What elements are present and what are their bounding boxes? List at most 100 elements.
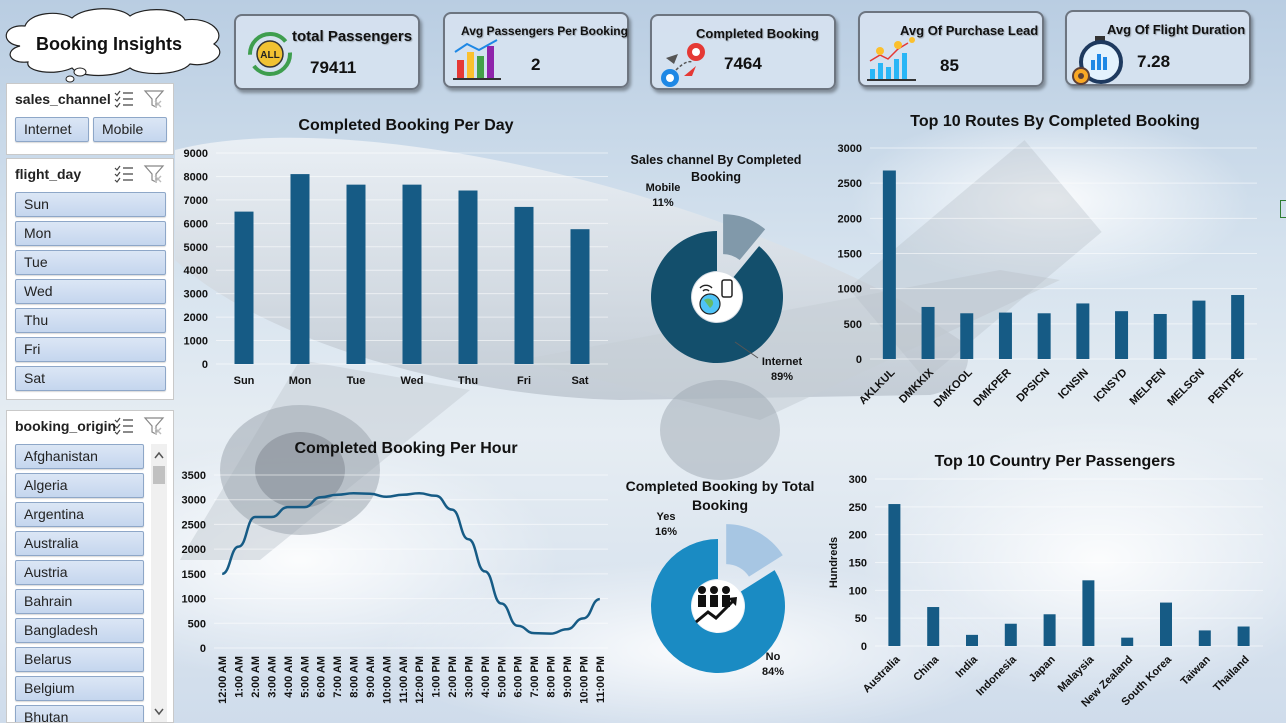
y-tick-label: 250 [849, 502, 867, 514]
slicer-item-bahrain[interactable]: Bahrain [15, 589, 144, 614]
x-tick-label: AKLKUL [857, 366, 898, 407]
x-tick-label: 8:00 PM [546, 656, 558, 698]
person-head [698, 586, 706, 594]
kpi-avg-passengers-per-booking: Avg Passengers Per Booking 2 [443, 12, 629, 88]
kpi-value: 2 [531, 55, 541, 74]
multi-select-icon[interactable] [114, 417, 133, 435]
slicer-item-bangladesh[interactable]: Bangladesh [15, 618, 144, 643]
bar [290, 174, 310, 364]
x-tick-label: 3:00 PM [463, 656, 475, 698]
bar [1082, 580, 1095, 646]
x-tick-label: 8:00 AM [349, 656, 361, 698]
kpi-label: total Passengers [292, 28, 413, 45]
slicer-scrollbar[interactable] [151, 444, 167, 722]
multi-select-icon[interactable] [114, 165, 133, 183]
y-tick-label: 3000 [838, 143, 862, 155]
bar [882, 170, 896, 359]
x-tick-label: Taiwan [1179, 653, 1213, 687]
x-tick-label: 12:00 AM [217, 656, 229, 704]
bar [1237, 626, 1250, 646]
slicer-item-internet[interactable]: Internet [15, 117, 89, 142]
slicer-item-mobile[interactable]: Mobile [93, 117, 167, 142]
y-tick-label: 2000 [838, 213, 862, 225]
chart-title-sales-channel: Sales channel By Completed Booking [630, 153, 802, 184]
slicer-item-bhutan[interactable]: Bhutan [15, 705, 144, 722]
y-tick-label: 100 [849, 585, 867, 597]
x-tick-label: 3:00 AM [266, 656, 278, 698]
slicer-header: booking_origin [15, 418, 117, 434]
slicer-item-sat[interactable]: Sat [15, 366, 166, 391]
slicer-header: sales_channel [15, 91, 111, 107]
bar [514, 206, 534, 364]
scroll-thumb[interactable] [153, 466, 165, 484]
x-tick-label: Indonesia [974, 653, 1019, 698]
slicer-item-australia[interactable]: Australia [15, 531, 144, 556]
title-cloud: Booking Insights [0, 6, 226, 86]
bar [921, 306, 935, 359]
slicer-item-belarus[interactable]: Belarus [15, 647, 144, 672]
slicer-icons [113, 164, 165, 189]
x-tick-label: 7:00 PM [529, 656, 541, 698]
scroll-down-icon[interactable] [154, 708, 164, 716]
bar [1004, 623, 1017, 646]
y-tick-label: 50 [855, 613, 867, 625]
multi-select-icon[interactable] [114, 90, 133, 108]
x-tick-label: PENTPE [1206, 367, 1246, 407]
bar [346, 184, 366, 364]
slicer-item-austria[interactable]: Austria [15, 560, 144, 585]
clear-filter-icon[interactable] [143, 90, 165, 108]
clear-filter-icon[interactable] [143, 417, 165, 435]
x-tick-label: 1:00 AM [234, 656, 246, 698]
slicer-item-mon[interactable]: Mon [15, 221, 166, 246]
bar [458, 190, 478, 364]
kpi-avg-purchase-lead: Avg Of Purchase Lead 85 [858, 11, 1044, 87]
x-tick-label: MELPEN [1127, 367, 1168, 408]
chart-booking-per-day: 9000 8000 7000 6000 5000 4000 3000 2000 1000 0 Sun… [184, 148, 608, 387]
land-shape [704, 298, 714, 308]
slice-value-label: 84% [762, 666, 784, 678]
slice-value-label: 16% [655, 526, 677, 538]
slicer-header: flight_day [15, 166, 82, 182]
slicer-item-argentina[interactable]: Argentina [15, 502, 144, 527]
slicer-item-algeria[interactable]: Algeria [15, 473, 144, 498]
y-tick-label: 3000 [182, 495, 206, 507]
slicer-item-sun[interactable]: Sun [15, 192, 166, 217]
bar [888, 504, 901, 646]
x-tick-label: 10:00 AM [381, 656, 393, 704]
person-head [722, 586, 730, 594]
y-tick-label: 150 [849, 558, 867, 570]
x-tick-label: 5:00 PM [496, 656, 508, 698]
y-tick-label: 0 [200, 643, 206, 655]
bar [1192, 300, 1206, 359]
slicer-item-tue[interactable]: Tue [15, 250, 166, 275]
donut-slice [651, 231, 783, 363]
x-tick-label: 4:00 AM [283, 656, 295, 698]
slicer-item-fri[interactable]: Fri [15, 337, 166, 362]
y-tick-label: 2000 [182, 544, 206, 556]
clear-filter-icon[interactable] [143, 165, 165, 183]
slicer-item-wed[interactable]: Wed [15, 279, 166, 304]
kpi-label: Avg Of Purchase Lead [900, 23, 1039, 38]
leader-line [734, 341, 759, 359]
slice-value-label: 89% [771, 371, 793, 383]
y-tick-label: 8000 [184, 171, 208, 183]
slicer-icons [113, 89, 165, 114]
y-tick-label: 1000 [184, 336, 208, 348]
kpi-value: 79411 [310, 58, 357, 77]
chart-sales-channel-donut: Mobile 11% Internet 89% [646, 182, 803, 383]
kpi-total-passengers: ALL total Passengers 79411 [234, 14, 420, 90]
donut-slice [726, 524, 783, 577]
x-tick-label: Sun [234, 375, 255, 387]
x-tick-label: 12:00 PM [414, 656, 426, 704]
scroll-up-icon[interactable] [154, 451, 164, 459]
slicer-item-belgium[interactable]: Belgium [15, 676, 144, 701]
x-tick-label: Fri [517, 375, 531, 387]
bar-chart-icon [453, 39, 501, 80]
bar [570, 229, 590, 364]
slicer-item-thu[interactable]: Thu [15, 308, 166, 333]
slice-name-label: Yes [657, 511, 676, 523]
slicer-item-afghanistan[interactable]: Afghanistan [15, 444, 144, 469]
person-body [710, 595, 718, 607]
slicer-booking-origin: booking_origin Afghanistan Algeria Argen… [6, 410, 174, 723]
